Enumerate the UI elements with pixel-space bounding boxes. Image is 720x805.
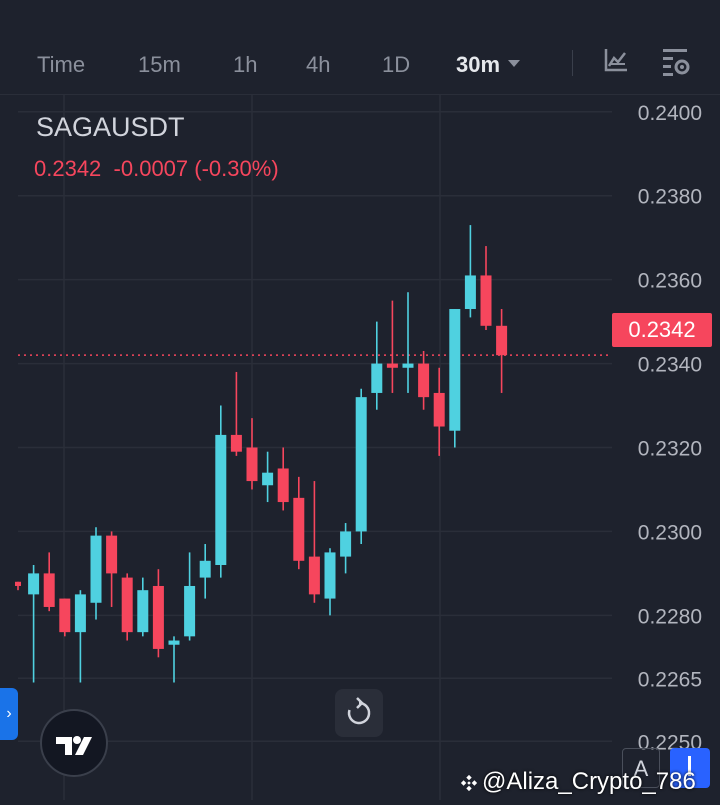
candle-body [230, 434, 242, 452]
y-axis-tick-label: 0.2300 [638, 521, 702, 544]
tab-1d[interactable]: 1D [382, 52, 411, 77]
binance-logo-icon [460, 774, 478, 791]
candle-body [418, 363, 430, 398]
candle-body [355, 397, 367, 532]
y-axis-tick-label: 0.2320 [638, 438, 702, 461]
y-axis-tick-label: 0.2380 [638, 186, 702, 209]
candle-body [433, 392, 445, 427]
candle-body [402, 363, 414, 368]
y-axis-tick-label: 0.2360 [638, 270, 702, 293]
candle-body [215, 434, 227, 565]
candle-body [496, 325, 508, 356]
candle-body [152, 585, 164, 649]
candle-body [386, 363, 398, 368]
candle-body [106, 535, 118, 574]
candle-body [464, 275, 476, 310]
quote-line: 0.2342 -0.0007 (-0.30%) [34, 156, 279, 182]
reset-chart-button[interactable] [335, 689, 383, 737]
candle-body [137, 590, 149, 633]
tab-30m-label: 30m [456, 52, 501, 77]
header-divider [0, 94, 720, 95]
refresh-icon [347, 697, 371, 725]
chevron-down-icon [508, 59, 521, 67]
tab-4h[interactable]: 4h [306, 52, 331, 77]
y-axis-tick-label: 0.2340 [638, 354, 702, 377]
candle-body [199, 560, 211, 578]
candle-body [43, 573, 55, 607]
candle-body [480, 275, 492, 326]
candle-body [340, 531, 352, 557]
quote-change-pct: (-0.30%) [194, 156, 279, 181]
candle-body [371, 363, 383, 393]
log-scale-button[interactable] [670, 748, 710, 788]
chart-indicator-icon[interactable] [602, 46, 630, 79]
symbol-title: SAGAUSDT [36, 112, 185, 142]
tradingview-logo[interactable] [40, 709, 108, 777]
toolbar-divider [572, 50, 573, 76]
y-axis-tick-label: 0.2265 [638, 668, 702, 691]
candle-body [74, 594, 86, 633]
candle-body [59, 598, 71, 633]
side-panel-handle[interactable]: › [0, 688, 18, 740]
candle-body [184, 585, 196, 637]
candle-body [324, 552, 336, 599]
candle-body [168, 640, 180, 645]
tab-1h[interactable]: 1h [233, 52, 258, 77]
tab-time[interactable]: Time [37, 52, 86, 77]
tab-30m[interactable]: 30m [456, 52, 521, 78]
candle-body [449, 309, 461, 431]
candle-body [246, 447, 258, 482]
candle-body [293, 497, 305, 561]
watermark-text: @Aliza_Crypto_786 [482, 768, 696, 795]
y-axis-tick-label: 0.2280 [638, 605, 702, 628]
candle-body [15, 581, 21, 586]
candle-body [121, 577, 133, 633]
y-axis-tick-label: 0.2400 [638, 102, 702, 125]
candle-body [308, 556, 320, 595]
quote-price: 0.2342 [34, 156, 102, 181]
candle-body [277, 468, 289, 503]
quote-change: -0.0007 [113, 156, 189, 181]
current-price-badge: 0.2342 [612, 313, 712, 347]
auto-scale-button[interactable]: A [622, 748, 660, 788]
candle-body [28, 573, 40, 595]
timeframe-tabs: Time 15m 1h 4h 1D 30m [0, 40, 720, 90]
tab-15m[interactable]: 15m [138, 52, 181, 77]
chart-settings-icon[interactable] [660, 46, 692, 83]
candle-body [90, 535, 102, 603]
candle-body [262, 472, 274, 486]
watermark: @Aliza_Crypto_786 [460, 768, 696, 796]
